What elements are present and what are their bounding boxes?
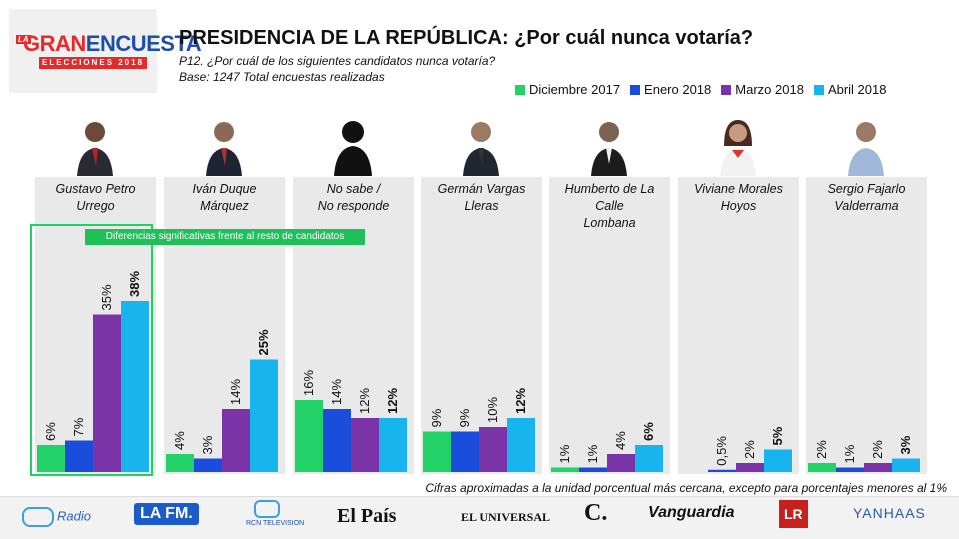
logo-la: LA	[16, 35, 31, 44]
bar	[507, 418, 535, 472]
data-label: 3%	[200, 435, 215, 454]
data-label: 2%	[742, 440, 757, 459]
candidate-photo	[848, 122, 884, 176]
candidate-name: Germán Vargas Lleras	[437, 182, 526, 213]
data-label: 4%	[613, 431, 628, 450]
bar	[194, 458, 222, 472]
significance-highlight	[30, 224, 153, 476]
bar	[166, 454, 194, 472]
media-logo-rcn-tv: RCN TELEVISION	[246, 500, 304, 527]
gran-encuesta-logo: GRANENCUESTA LA ELECCIONES 2018	[9, 9, 202, 93]
data-label: 1%	[585, 444, 600, 463]
candidate-name: Viviane Morales Hoyos	[694, 182, 783, 213]
bar	[65, 440, 93, 472]
candidate-name: Humberto de La Calle Lombana	[564, 182, 655, 230]
data-label: 9%	[429, 408, 444, 427]
data-label: 3%	[898, 435, 913, 454]
legend-item-abr: Abril 2018	[813, 82, 886, 97]
candidate-photo	[206, 122, 242, 176]
logo-subtitle: ELECCIONES 2018	[39, 57, 147, 69]
data-label: 12%	[357, 388, 372, 414]
data-label: 1%	[842, 444, 857, 463]
data-label: 38%	[127, 271, 142, 297]
media-logo-vanguardia: Vanguardia	[648, 504, 735, 521]
data-label: 12%	[385, 388, 400, 414]
bar	[708, 469, 736, 472]
candidate-photo	[77, 122, 113, 176]
bar	[222, 409, 250, 472]
data-label: 0,5%	[714, 436, 729, 466]
media-logo-el-colombiano: C.	[584, 500, 608, 526]
data-label: 5%	[770, 426, 785, 445]
bar	[607, 454, 635, 472]
data-label: 2%	[870, 440, 885, 459]
data-label: 1%	[557, 444, 572, 463]
bar	[635, 445, 663, 472]
candidate-name: Sergio Fajarlo Valderrama	[827, 182, 906, 213]
data-label: 35%	[99, 284, 114, 310]
data-label: 2%	[814, 440, 829, 459]
data-label: 25%	[256, 329, 271, 355]
candidate-name: Iván Duque Márquez	[192, 182, 257, 213]
media-logo-el-universal: EL UNIVERSAL	[461, 510, 551, 524]
bar	[250, 359, 278, 472]
data-label: 6%	[641, 422, 656, 441]
data-label: 4%	[172, 431, 187, 450]
media-logo-rcn-radio: Radio	[22, 507, 91, 527]
media-logo-la-republica: LR	[779, 500, 808, 528]
bar	[37, 445, 65, 472]
bar	[121, 301, 149, 472]
page-title: PRESIDENCIA DE LA REPÚBLICA: ¿Por cuál n…	[179, 27, 754, 49]
bar	[892, 458, 920, 472]
candidate-photo	[591, 122, 627, 176]
candidate-panel	[549, 177, 670, 474]
bar	[323, 409, 351, 472]
logo-wordmark: GRANENCUESTA	[23, 31, 202, 56]
data-label: 14%	[228, 379, 243, 405]
bar	[93, 314, 121, 472]
significance-note: Diferencias significativas frente al res…	[85, 229, 365, 245]
media-logo-el-pais: El País	[337, 505, 397, 527]
bar	[479, 427, 507, 472]
footnote: Cifras aproximadas a la unidad porcentua…	[425, 481, 947, 495]
bar	[579, 467, 607, 472]
bar	[764, 449, 792, 472]
legend-item-ene: Enero 2018	[630, 82, 711, 97]
candidate-photo	[720, 120, 756, 176]
candidate-panel	[678, 177, 799, 474]
legend-item-dic: Diciembre 2017	[515, 82, 620, 97]
unknown-silhouette	[334, 121, 372, 176]
data-label: 9%	[457, 408, 472, 427]
bar	[379, 418, 407, 472]
data-label: 14%	[329, 379, 344, 405]
data-label: 10%	[485, 397, 500, 423]
chart-legend: Diciembre 2017 Enero 2018 Marzo 2018 Abr…	[515, 82, 896, 97]
bar	[423, 431, 451, 472]
data-label: 12%	[513, 388, 528, 414]
data-label: 6%	[43, 422, 58, 441]
media-logo-la-fm: LA FM.	[134, 503, 199, 525]
bar	[808, 463, 836, 472]
bar	[351, 418, 379, 472]
media-logo-yanhaas: YANHAAS	[853, 505, 926, 521]
candidate-name: No sabe / No responde	[317, 182, 390, 213]
data-label: 7%	[71, 417, 86, 436]
base-text: Base: 1247 Total encuestas realizadas	[179, 70, 385, 84]
data-label: 16%	[301, 370, 316, 396]
candidate-photo	[463, 122, 499, 176]
legend-item-mar: Marzo 2018	[721, 82, 804, 97]
question-text: P12. ¿Por cuál de los siguientes candida…	[179, 54, 496, 68]
candidate-name: Gustavo Petro Urrego	[55, 182, 136, 213]
bar	[451, 431, 479, 472]
bar	[736, 463, 764, 472]
bar	[836, 467, 864, 472]
bar	[864, 463, 892, 472]
bar	[295, 400, 323, 472]
bar	[551, 467, 579, 472]
candidate-panel	[806, 177, 927, 474]
